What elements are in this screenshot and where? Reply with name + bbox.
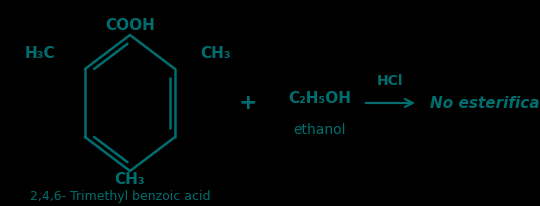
Text: 2,4,6- Trimethyl benzoic acid: 2,4,6- Trimethyl benzoic acid [30, 190, 211, 203]
Text: HCl: HCl [377, 74, 403, 88]
Text: +: + [239, 93, 258, 113]
Text: COOH: COOH [105, 18, 155, 33]
Text: C₂H₅OH: C₂H₅OH [288, 90, 352, 105]
Text: CH₃: CH₃ [114, 172, 145, 187]
Text: CH₃: CH₃ [200, 46, 231, 61]
Text: H₃C: H₃C [24, 46, 55, 61]
Text: ethanol: ethanol [294, 123, 346, 137]
Text: No esterification: No esterification [430, 96, 540, 110]
